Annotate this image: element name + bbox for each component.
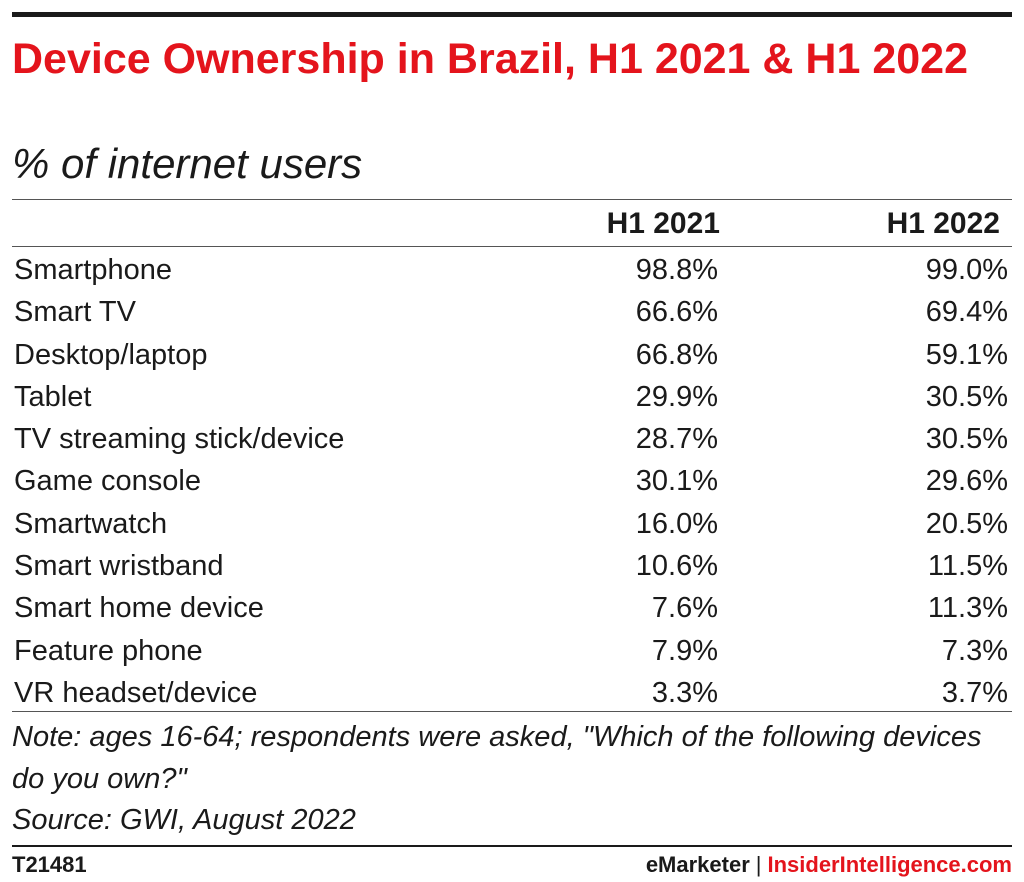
value-h1-2021: 28.7% [635, 423, 718, 456]
value-h1-2021: 66.6% [635, 296, 718, 329]
table-row: Smart TV 66.6% 69.4% [12, 291, 1012, 333]
value-h1-2021: 3.3% [651, 676, 718, 709]
brand-separator: | [755, 852, 762, 877]
value-h1-2022: 59.1% [925, 338, 1008, 371]
value-h1-2022: 69.4% [925, 296, 1008, 329]
value-h1-2021: 98.8% [635, 254, 718, 286]
table-bottom-rule [12, 711, 1012, 712]
value-h1-2022: 29.6% [925, 465, 1008, 498]
chart-note: Note: ages 16-64; respondents were asked… [12, 721, 982, 795]
chart-source: Source: GWI, August 2022 [12, 804, 356, 836]
header-top-rule [12, 199, 1012, 200]
row-label: Smartwatch [14, 507, 168, 540]
table-row: Tablet 29.9% 30.5% [12, 376, 1012, 418]
table-row: Smart wristband 10.6% 11.5% [12, 545, 1012, 587]
value-h1-2021: 10.6% [635, 550, 718, 583]
header-bottom-rule [12, 246, 1012, 247]
chart-title: Device Ownership in Brazil, H1 2021 & H1… [12, 35, 968, 83]
table-row: Desktop/laptop 66.8% 59.1% [12, 334, 1012, 376]
row-label: Feature phone [14, 634, 203, 667]
column-header-h1-2021: H1 2021 [606, 207, 720, 240]
table-row: Smartphone 98.8% 99.0% [12, 249, 1012, 291]
row-label: Game console [14, 465, 201, 498]
table-row: Smart home device 7.6% 11.3% [12, 587, 1012, 629]
brand-emarketer: eMarketer [645, 852, 750, 877]
brand-insider-intelligence: InsiderIntelligence.com [767, 852, 1012, 877]
chart-subtitle: % of internet users [12, 140, 363, 187]
value-h1-2021: 16.0% [635, 507, 718, 540]
chart-code: T21481 [12, 852, 87, 877]
row-label: Smart wristband [14, 550, 224, 583]
row-label: TV streaming stick/device [14, 423, 345, 456]
value-h1-2022: 11.5% [927, 550, 1008, 583]
value-h1-2021: 66.8% [635, 338, 718, 371]
value-h1-2022: 30.5% [925, 423, 1008, 456]
table-row: Feature phone 7.9% 7.3% [12, 630, 1012, 672]
table-row: VR headset/device 3.3% 3.7% [12, 672, 1012, 714]
value-h1-2021: 29.9% [635, 380, 718, 413]
value-h1-2021: 7.9% [651, 634, 718, 667]
row-label: Smart home device [14, 592, 264, 625]
row-label: VR headset/device [14, 676, 258, 709]
brand-credit: eMarketer | InsiderIntelligence.com [646, 851, 1012, 879]
value-h1-2022: 3.7% [941, 676, 1008, 709]
value-h1-2022: 30.5% [925, 380, 1008, 413]
value-h1-2022: 20.5% [925, 507, 1008, 540]
table-row: TV streaming stick/device 28.7% 30.5% [12, 418, 1012, 460]
footer-rule [12, 845, 1012, 847]
value-h1-2022: 7.3% [941, 634, 1008, 667]
table-body: Smartphone 98.8% 99.0% Smart TV 66.6% 69.4% De… [12, 249, 1012, 714]
value-h1-2021: 7.6% [651, 592, 718, 625]
top-rule [12, 12, 1012, 17]
value-h1-2021: 30.1% [635, 465, 718, 498]
row-label: Smart TV [14, 296, 136, 329]
table-row: Smartwatch 16.0% 20.5% [12, 503, 1012, 545]
table-row: Game console 30.1% 29.6% [12, 460, 1012, 502]
row-label: Tablet [14, 380, 92, 413]
value-h1-2022: 11.3% [927, 592, 1008, 625]
row-label: Desktop/laptop [14, 338, 208, 371]
value-h1-2022: 99.0% [925, 254, 1008, 286]
row-label: Smartphone [14, 254, 172, 286]
column-header-h1-2022: H1 2022 [886, 207, 1000, 240]
